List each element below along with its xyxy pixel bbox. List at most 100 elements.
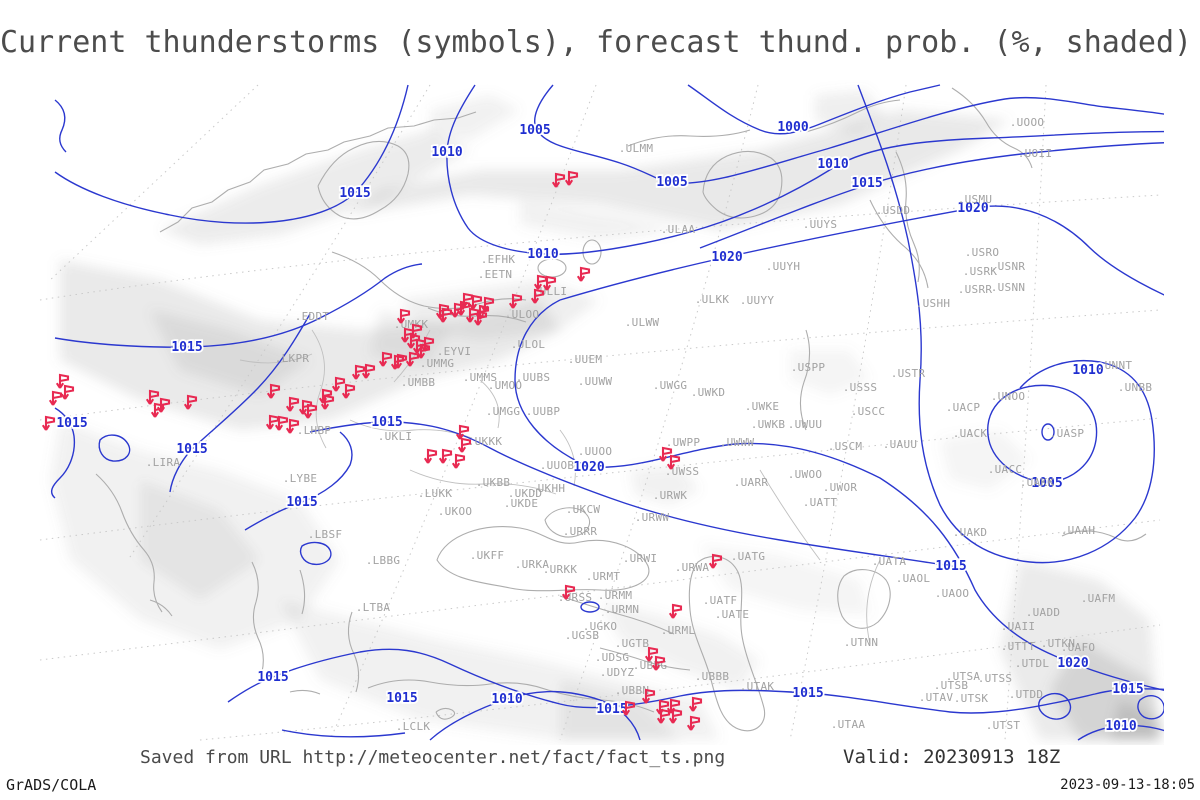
station-label: .URRR: [563, 525, 598, 538]
station-label: .USHH: [916, 297, 951, 310]
station-labels: .ULMM .ULAA .UUYS .USDD .USMU .UOOO .UOII .UUYH…: [146, 116, 1153, 733]
station-label: .UWKE: [745, 400, 780, 413]
station-label: .UKDE: [504, 497, 539, 510]
contour-label: 1005: [656, 175, 687, 190]
contour-label: 1015: [257, 670, 288, 685]
station-label: .UOOO: [1010, 116, 1045, 129]
station-label: .URSS: [558, 591, 593, 604]
station-label: .UKDD: [508, 487, 543, 500]
contour-label: 1005: [519, 123, 550, 138]
station-label: .UNOO: [991, 390, 1026, 403]
station-label: .UWGG: [653, 379, 688, 392]
station-label: .EFHK: [481, 253, 516, 266]
storm-symbol: [423, 448, 438, 465]
station-label: .ULOL: [511, 338, 546, 351]
station-label: .UOII: [1018, 147, 1053, 160]
station-label: .ULAA: [661, 223, 696, 236]
storm-symbol: [60, 384, 75, 401]
station-label: .UWPP: [666, 436, 701, 449]
contour-label: 1015: [1112, 682, 1143, 697]
contour-label: 1015: [286, 495, 317, 510]
storm-symbol: [48, 390, 63, 407]
contour-label: 1005: [1031, 476, 1062, 491]
storm-symbol: [576, 266, 591, 283]
station-label: .UTKN: [1041, 637, 1076, 650]
station-label: .UBBB: [695, 670, 730, 683]
contour-label: 1015: [935, 559, 966, 574]
station-label: .URKK: [543, 563, 578, 576]
station-label: .UACK: [953, 427, 988, 440]
station-label: .UTDD: [1009, 688, 1044, 701]
station-label: .UGTB: [615, 637, 650, 650]
station-label: .EDDT: [295, 310, 330, 323]
station-label: .LHBP: [297, 424, 332, 437]
station-label: .USTR: [891, 367, 926, 380]
station-label: .USPP: [791, 361, 826, 374]
contour-label: 1010: [817, 157, 848, 172]
station-label: .UKBB: [476, 476, 511, 489]
station-label: .UUBS: [516, 371, 551, 384]
station-label: .UWOO: [788, 468, 823, 481]
station-label: .LBSF: [308, 528, 343, 541]
contour-label: 1015: [596, 702, 627, 717]
station-label: .UMBB: [401, 376, 436, 389]
station-label: .UAKK: [1020, 476, 1055, 489]
map-title: Current thunderstorms (symbols), forecas…: [0, 25, 1193, 60]
station-label: .UUYS: [803, 218, 838, 231]
station-label: .UKLI: [378, 430, 413, 443]
station-label: .UASP: [1050, 427, 1085, 440]
station-label: .USNN: [991, 281, 1026, 294]
station-label: .UWSS: [665, 465, 700, 478]
station-label: .URWI: [623, 552, 658, 565]
station-label: .UTSA: [946, 670, 981, 683]
station-label: .UAAH: [1061, 524, 1096, 537]
station-label: .UGKO: [583, 620, 618, 633]
station-label: .UWUU: [788, 418, 823, 431]
contour-label: 1020: [1057, 656, 1088, 671]
station-label: .ULMM: [619, 142, 654, 155]
contour-label: 1015: [851, 176, 882, 191]
station-label: .USRO: [965, 246, 1000, 259]
probability-shading: [50, 90, 1160, 740]
isobars: [50, 84, 1164, 741]
contour-label: 1015: [176, 442, 207, 457]
station-label: .UAOL: [896, 572, 931, 585]
station-label: .EETN: [478, 268, 513, 281]
contour-label: 1010: [431, 145, 462, 160]
contour-label: 1015: [171, 340, 202, 355]
station-label: .LYBE: [283, 472, 318, 485]
station-label: .LCLK: [396, 720, 431, 733]
station-label: .UTAA: [831, 718, 866, 731]
station-label: .UWOR: [823, 481, 858, 494]
station-label: .UAFM: [1081, 592, 1116, 605]
station-label: .UGSB: [565, 629, 600, 642]
contour-label: 1015: [386, 691, 417, 706]
station-label: .UACC: [988, 463, 1023, 476]
station-label: .UBBN: [615, 684, 650, 697]
station-label: .USDD: [876, 204, 911, 217]
station-label: .USCC: [851, 405, 886, 418]
station-label: .UACP: [946, 401, 981, 414]
station-label: .UTST: [986, 719, 1021, 732]
station-label: .UWKD: [691, 386, 726, 399]
station-label: .UATA: [872, 555, 907, 568]
station-label: .UKOO: [438, 505, 473, 518]
station-label: .UNBB: [1118, 381, 1153, 394]
station-label: .UWWW: [720, 436, 755, 449]
contour-label: 1015: [371, 415, 402, 430]
station-label: .URMT: [586, 570, 621, 583]
station-label: .URKA: [515, 558, 550, 571]
storm-symbol: [658, 446, 673, 463]
station-label: .EYVI: [437, 345, 472, 358]
contour-label: 1000: [777, 120, 808, 135]
contour-label: 1015: [339, 186, 370, 201]
station-label: .UUWW: [578, 375, 613, 388]
station-label: .UTNN: [844, 636, 879, 649]
station-label: .URML: [661, 624, 696, 637]
station-label: .UTDL: [1015, 657, 1050, 670]
station-label: .ULKK: [695, 293, 730, 306]
station-label: .UATE: [715, 608, 750, 621]
station-label: .UKKK: [468, 435, 503, 448]
station-label: .UMOO: [488, 379, 523, 392]
